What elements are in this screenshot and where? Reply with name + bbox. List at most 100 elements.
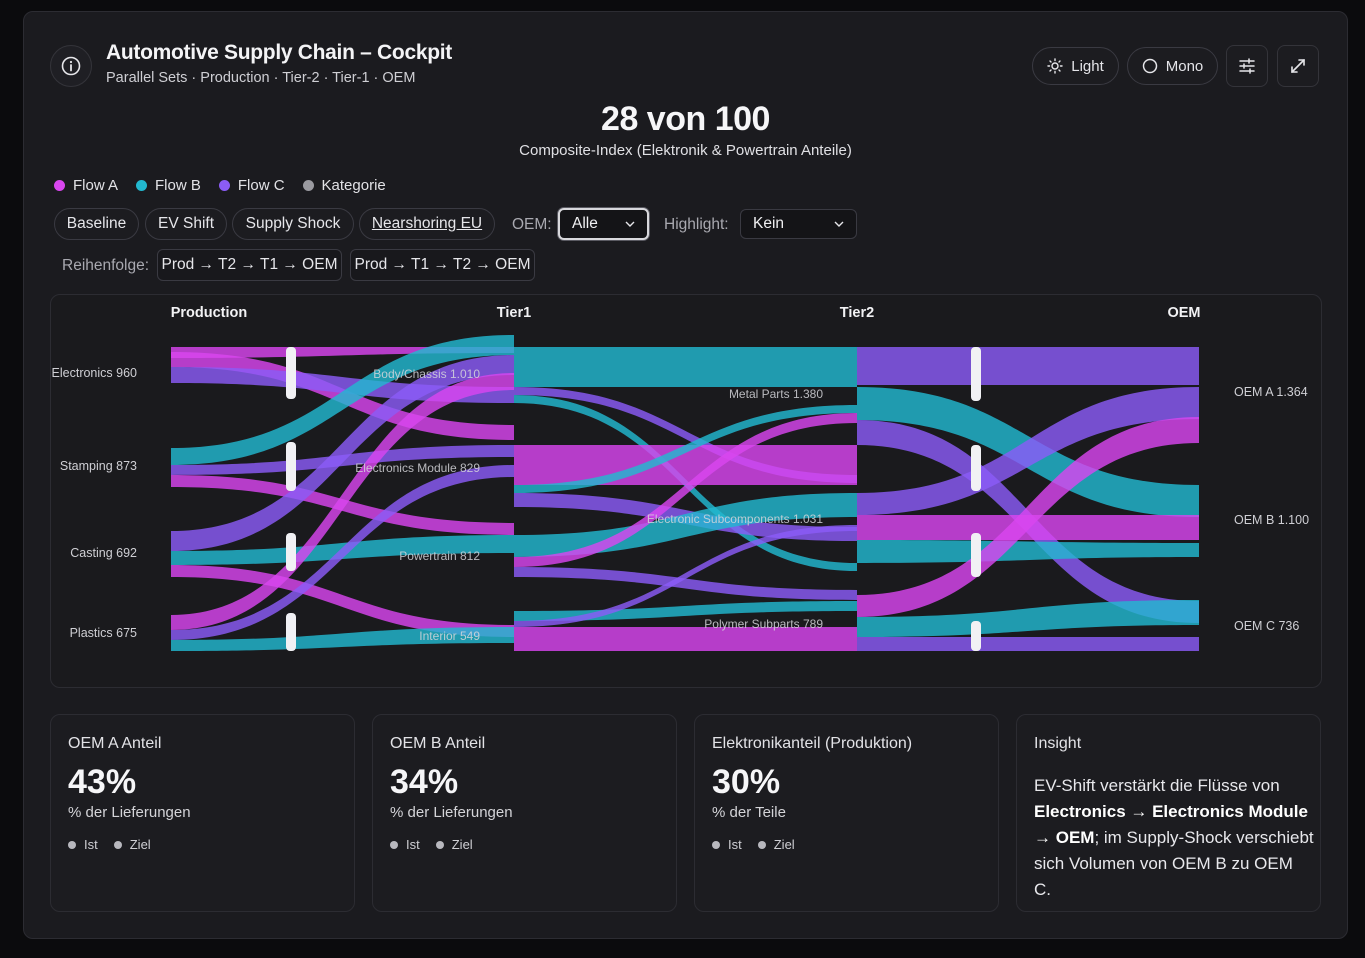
settings-button[interactable] — [1226, 45, 1268, 87]
legend-dot — [435, 840, 444, 849]
ribbon-tier1-tier2[interactable] — [514, 387, 857, 483]
oem-node-label: OEM A 1.364 — [1234, 385, 1308, 399]
legend-dot — [757, 840, 766, 849]
axis-header: Tier2 — [840, 305, 874, 321]
ribbon-tier1-tier2[interactable] — [514, 445, 857, 485]
axis-header: Tier1 — [497, 305, 531, 321]
card-value: 30% — [712, 763, 781, 801]
oem-node-label: OEM C 736 — [1234, 619, 1299, 633]
category-handle[interactable] — [286, 613, 296, 651]
parallel-sets-chart: Production Tier1 Tier2 OEM Electronics 960 St… — [50, 294, 1322, 688]
page-subtitle: Parallel Sets · Production · Tier-2 · Ti… — [106, 70, 416, 86]
category-handle[interactable] — [971, 347, 981, 401]
ribbon-tier2-oem[interactable] — [857, 347, 1199, 385]
mono-label: Mono — [1165, 57, 1204, 75]
expand-icon — [1291, 59, 1305, 73]
category-handle[interactable] — [286, 442, 296, 491]
tier1-node-label: Powertrain 812 — [399, 549, 480, 563]
card-legend: Ist Ziel — [712, 837, 795, 852]
ribbon-prod-tier1[interactable] — [171, 367, 514, 403]
tier2-node-label: Electronic Subcomponents 1.031 — [647, 512, 823, 526]
card-oem-a: OEM A Anteil 43% % der Lieferungen Ist Z… — [50, 714, 355, 912]
ribbon-tier1-tier2[interactable] — [514, 413, 857, 567]
legend-dot — [712, 840, 720, 849]
cockpit-panel: Automotive Supply Chain – Cockpit Parall… — [23, 11, 1348, 939]
info-icon — [61, 56, 81, 76]
legend: Flow A Flow B Flow C Kategorie — [54, 177, 386, 194]
card-legend: Ist Ziel — [68, 837, 151, 852]
insight-card: Insight EV-Shift verstärkt die Flüsse vo… — [1016, 714, 1321, 912]
scenario-ev-shift[interactable]: EV Shift — [145, 208, 227, 240]
light-label: Light — [1071, 57, 1104, 75]
card-subtitle: % der Lieferungen — [390, 804, 513, 821]
legend-flow-a: Flow A — [54, 177, 118, 194]
kpi-label: Composite-Index (Elektronik & Powertrain… — [519, 142, 852, 159]
insight-title: Insight — [1034, 735, 1082, 752]
card-subtitle: % der Lieferungen — [68, 804, 191, 821]
ribbon-tier2-oem[interactable] — [857, 600, 1199, 637]
legend-dot — [136, 180, 148, 191]
ribbon-prod-tier1[interactable] — [171, 335, 514, 465]
page-title: Automotive Supply Chain – Cockpit — [106, 41, 452, 64]
mono-button[interactable]: Mono — [1127, 47, 1218, 85]
category-handle[interactable] — [286, 347, 296, 399]
card-oem-b: OEM B Anteil 34% % der Lieferungen Ist Z… — [372, 714, 677, 912]
card-title: Elektronikanteil (Produktion) — [712, 735, 913, 752]
category-handle[interactable] — [971, 445, 981, 491]
card-electronics-share: Elektronikanteil (Produktion) 30% % der … — [694, 714, 999, 912]
order-option-1[interactable]: Prod → T2 → T1 → OEM — [157, 249, 342, 281]
circle-icon — [1142, 58, 1157, 74]
scenario-nearshoring-eu[interactable]: Nearshoring EU — [359, 208, 495, 240]
axis-header: Production — [171, 305, 248, 321]
card-legend: Ist Ziel — [390, 837, 473, 852]
oem-select[interactable]: Alle — [558, 208, 649, 240]
ribbon-tier2-oem[interactable] — [857, 540, 1199, 563]
axis-header: OEM — [1167, 305, 1200, 321]
ribbon-prod-tier1[interactable] — [171, 465, 514, 640]
ribbon-prod-tier1[interactable] — [171, 355, 514, 551]
ribbon-tier2-oem[interactable] — [857, 637, 1199, 651]
tier2-node-label: Metal Parts 1.380 — [729, 387, 823, 401]
ribbon-tier1-tier2[interactable] — [514, 525, 857, 627]
highlight-filter-label: Highlight: — [664, 216, 729, 233]
ribbon-tier1-tier2[interactable] — [514, 493, 857, 557]
fullscreen-button[interactable] — [1277, 45, 1319, 87]
ribbon-prod-tier1[interactable] — [171, 627, 514, 651]
oem-node-label: OEM B 1.100 — [1234, 513, 1309, 527]
ribbon-prod-tier1[interactable] — [171, 565, 514, 637]
scenario-baseline[interactable]: Baseline — [54, 208, 139, 240]
tier2-node-label: Polymer Subparts 789 — [704, 617, 823, 631]
tier1-node-label: Body/Chassis 1.010 — [373, 367, 480, 381]
highlight-select[interactable]: Kein — [740, 209, 857, 239]
sun-icon — [1047, 58, 1063, 74]
sliders-icon — [1239, 58, 1255, 74]
legend-dot — [390, 840, 398, 849]
ribbon-tier1-tier2[interactable] — [514, 567, 857, 600]
category-handle[interactable] — [971, 533, 981, 577]
legend-dot — [113, 840, 122, 849]
legend-flow-b: Flow B — [136, 177, 201, 194]
ribbon-tier2-oem[interactable] — [857, 387, 1199, 515]
production-node-label: Casting 692 — [70, 546, 137, 560]
card-value: 34% — [390, 763, 459, 801]
legend-dot — [54, 180, 65, 191]
order-label: Reihenfolge: — [62, 257, 150, 274]
category-handle[interactable] — [971, 621, 981, 651]
category-handle[interactable] — [286, 533, 296, 571]
order-option-2[interactable]: Prod → T1 → T2 → OEM — [350, 249, 535, 281]
ribbon-tier2-oem[interactable] — [857, 417, 1199, 617]
light-theme-button[interactable]: Light — [1032, 47, 1119, 85]
legend-dot — [302, 180, 314, 191]
ribbon-tier1-tier2[interactable] — [514, 627, 857, 651]
legend-flow-c: Flow C — [218, 177, 285, 194]
scenario-supply-shock[interactable]: Supply Shock — [232, 208, 354, 240]
oem-filter-label: OEM: — [512, 216, 552, 233]
ribbon-tier1-tier2[interactable] — [514, 347, 857, 387]
card-title: OEM B Anteil — [390, 735, 486, 752]
info-button[interactable] — [50, 45, 92, 87]
ribbon-prod-tier1[interactable] — [171, 373, 514, 630]
legend-kategorie: Kategorie — [302, 177, 386, 194]
legend-dot — [68, 840, 76, 849]
chevron-down-icon — [625, 221, 635, 227]
ribbon-tier1-tier2[interactable] — [514, 405, 857, 493]
